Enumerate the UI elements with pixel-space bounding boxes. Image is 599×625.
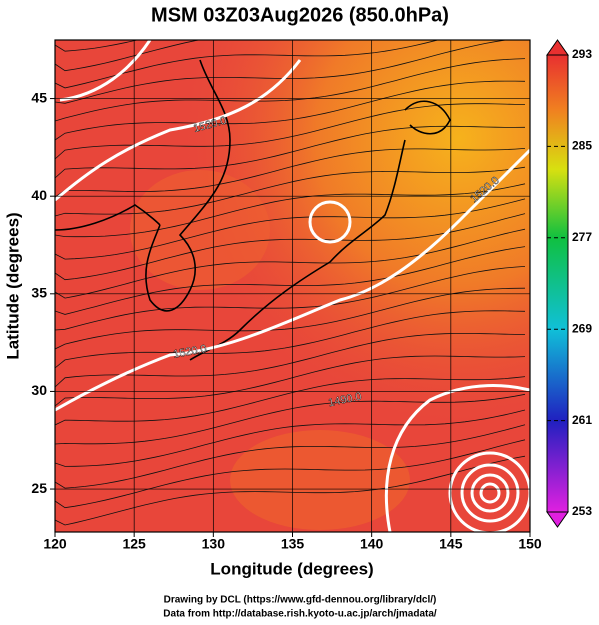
coastline: [189, 100, 451, 361]
streamline: [55, 355, 526, 407]
x-tick-label: 140: [360, 536, 384, 552]
contour: [470, 473, 510, 513]
colorbar-tick-label: 261: [572, 413, 592, 427]
field-patch: [130, 170, 270, 290]
streamline: [55, 198, 526, 260]
streamline: [55, 409, 526, 467]
streamline: [55, 40, 201, 72]
streamline: [55, 228, 526, 299]
streamline: [55, 40, 139, 52]
streamline: [55, 393, 526, 445]
x-tick-label: 125: [122, 536, 146, 552]
colorbar-tick-label: 269: [572, 321, 592, 335]
contour: [55, 59, 302, 202]
contours: [55, 40, 530, 532]
colorbar-top: [546, 39, 569, 56]
streamline: [55, 455, 526, 526]
colorbar-tick-label: 285: [572, 139, 592, 153]
streamline: [55, 246, 526, 315]
x-tick-label: 130: [202, 536, 226, 552]
contour: [55, 148, 530, 412]
streamline: [55, 287, 526, 350]
streamline: [55, 332, 526, 388]
streamline: [55, 310, 526, 369]
field-patch: [230, 430, 410, 530]
x-tick-label: 150: [518, 536, 542, 552]
streamline: [55, 58, 526, 122]
coastlines: [55, 59, 451, 361]
streamline: [55, 183, 526, 238]
streamline: [55, 439, 526, 509]
y-tick-label: 45: [31, 89, 47, 105]
x-tick-label: 135: [281, 536, 305, 552]
coastline: [145, 59, 231, 312]
streamline: [55, 266, 526, 331]
contour: [448, 451, 530, 532]
contour: [59, 40, 152, 102]
y-axis-title: Latitude (degrees): [3, 212, 22, 359]
y-tick-label: 30: [31, 382, 47, 398]
streamline: [55, 166, 526, 217]
title: MSM 03Z03Aug2026 (850.0hPa): [151, 4, 449, 26]
colorbar-tick-label: 253: [572, 504, 592, 518]
streamline: [55, 40, 440, 89]
contour: [460, 463, 520, 523]
streamline: [55, 148, 526, 198]
streamline: [55, 80, 526, 141]
coastline: [55, 204, 161, 231]
footer-line: Data from http://database.rish.kyoto-u.a…: [163, 609, 437, 620]
streamline: [55, 376, 526, 426]
x-tick-label: 120: [43, 536, 67, 552]
contour-label: 1520.0: [172, 343, 207, 361]
colorbar: [546, 54, 569, 513]
y-tick-label: 40: [31, 187, 47, 203]
streamline: [55, 424, 526, 489]
x-tick-label: 145: [439, 536, 463, 552]
y-tick-label: 35: [31, 285, 47, 301]
colorbar-bottom: [546, 511, 569, 528]
x-axis-title: Longitude (degrees): [210, 559, 373, 578]
colorbar-tick-label: 277: [572, 230, 592, 244]
y-tick-label: 25: [31, 480, 47, 496]
footer-line: Drawing by DCL (https://www.gfd-dennou.o…: [164, 595, 437, 606]
colorbar-tick-label: 293: [572, 47, 592, 61]
contour: [479, 482, 501, 504]
contour: [308, 200, 352, 244]
streamline: [55, 40, 509, 104]
